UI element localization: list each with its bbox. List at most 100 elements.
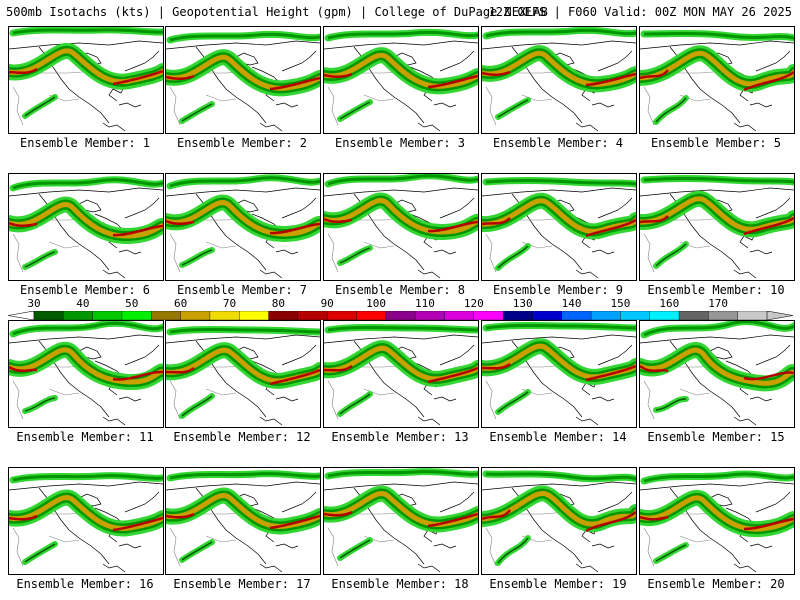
member-caption: Ensemble Member: 8 (334, 283, 466, 297)
member-caption: Ensemble Member: 3 (334, 136, 466, 150)
member-map-panel (8, 26, 164, 134)
member-map-panel (165, 26, 321, 134)
colorbar-label: 100 (366, 297, 386, 310)
colorbar-label: 140 (561, 297, 582, 310)
colorbar-swatch (297, 311, 328, 320)
colorbar-swatch (678, 311, 710, 320)
member-caption: Ensemble Member: 2 (176, 136, 308, 150)
colorbar-swatch (649, 311, 680, 320)
header: 500mb Isotachs (kts) | Geopotential Heig… (0, 0, 800, 22)
colorbar-swatch (444, 311, 475, 320)
colorbar-swatch (561, 311, 592, 320)
colorbar-label: 150 (610, 297, 631, 310)
colorbar-swatch (532, 311, 563, 320)
jet-stream (9, 472, 163, 565)
colorbar-swatch (327, 311, 358, 320)
colorbar-swatch (737, 311, 768, 320)
jet-stream (166, 326, 320, 419)
member-caption: Ensemble Member: 13 (331, 430, 469, 444)
jet-stream (482, 322, 636, 415)
colorbar-label: 170 (708, 297, 729, 310)
jet-stream (166, 470, 320, 563)
member-map-panel (323, 467, 479, 575)
colorbar-swatch (620, 311, 651, 320)
member-caption: Ensemble Member: 7 (176, 283, 308, 297)
member-map-panel (481, 320, 637, 428)
colorbar-label: 110 (414, 297, 435, 310)
member-caption: Ensemble Member: 1 (19, 136, 151, 150)
member-caption: Ensemble Member: 4 (492, 136, 624, 150)
jet-stream (640, 470, 794, 564)
colorbar-swatch (209, 311, 240, 320)
colorbar-swatch (63, 311, 94, 320)
member-map-panel (481, 467, 637, 575)
member-caption: Ensemble Member: 19 (489, 577, 627, 591)
member-caption: Ensemble Member: 17 (173, 577, 311, 591)
jet-stream (324, 468, 478, 561)
member-caption: Ensemble Member: 6 (19, 283, 151, 297)
colorbar-labels: 30 40 50 60 70 80 90 100 110 120 130 140 150 160 170 (8, 297, 793, 310)
run-valid-time: 12Z GEFS | F060 Valid: 00Z MON MAY 26 20… (488, 5, 792, 19)
colorbar-scale (8, 311, 793, 320)
jet-stream (324, 28, 478, 122)
member-map-panel (639, 173, 795, 281)
member-caption: Ensemble Member: 20 (647, 577, 785, 591)
jet-stream (166, 30, 320, 124)
member-map-panel (323, 320, 479, 428)
member-map-panel (8, 173, 164, 281)
colorbar-swatch (151, 311, 182, 320)
jet-stream (640, 30, 794, 125)
member-map-panel (8, 320, 164, 428)
colorbar-swatch (356, 311, 387, 320)
member-caption: Ensemble Member: 5 (650, 136, 782, 150)
colorbar-label: 30 (27, 297, 41, 310)
colorbar-swatch (502, 311, 534, 320)
colorbar-label: 130 (512, 297, 533, 310)
colorbar-label: 70 (222, 297, 237, 310)
colorbar-swatch (180, 311, 211, 320)
isotach-colorbar: 30 40 50 60 70 80 90 100 110 120 130 140 150 160 170 (8, 297, 793, 323)
page-title: 500mb Isotachs (kts) | Geopotential Heig… (6, 5, 548, 19)
jet-stream (9, 27, 163, 119)
colorbar-swatch (121, 311, 152, 320)
member-map-panel (639, 320, 795, 428)
colorbar-label: 160 (659, 297, 680, 310)
member-caption: Ensemble Member: 18 (331, 577, 469, 591)
jet-stream (482, 27, 636, 120)
member-caption: Ensemble Member: 14 (489, 430, 627, 444)
member-caption: Ensemble Member: 16 (16, 577, 154, 591)
jet-stream (482, 177, 636, 271)
colorbar-swatch (414, 311, 446, 320)
jet-stream (9, 321, 163, 414)
colorbar-label: 40 (76, 297, 90, 310)
member-caption: Ensemble Member: 10 (647, 283, 785, 297)
colorbar-swatch (590, 311, 622, 320)
colorbar-swatch (708, 311, 739, 320)
member-caption: Ensemble Member: 9 (492, 283, 624, 297)
jet-stream (482, 470, 636, 566)
colorbar-swatch (268, 311, 299, 320)
member-map-panel (639, 26, 795, 134)
member-caption: Ensemble Member: 15 (647, 430, 785, 444)
member-map-panel (165, 320, 321, 428)
colorbar-swatch (239, 311, 270, 320)
coastline (166, 481, 320, 573)
member-map-panel (323, 173, 479, 281)
colorbar-swatch (385, 311, 416, 320)
member-map-panel (323, 26, 479, 134)
jet-stream (324, 324, 478, 417)
member-map-panel (481, 26, 637, 134)
colorbar-swatch (33, 311, 65, 320)
jet-stream (324, 174, 478, 266)
colorbar-swatch (473, 311, 504, 320)
member-caption: Ensemble Member: 11 (16, 430, 154, 444)
coastline (166, 187, 320, 279)
colorbar-label: 50 (125, 297, 139, 310)
colorbar-label: 90 (320, 297, 334, 310)
jet-stream (640, 175, 794, 269)
colorbar-label: 60 (173, 297, 188, 310)
member-map-panel (639, 467, 795, 575)
member-map-panel (165, 173, 321, 281)
jet-stream (9, 176, 163, 270)
colorbar-label: 120 (463, 297, 484, 310)
